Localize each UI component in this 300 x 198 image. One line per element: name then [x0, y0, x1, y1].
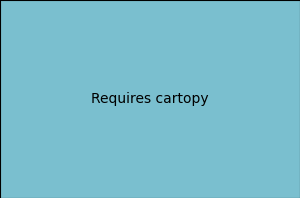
Text: Requires cartopy: Requires cartopy [91, 92, 209, 106]
